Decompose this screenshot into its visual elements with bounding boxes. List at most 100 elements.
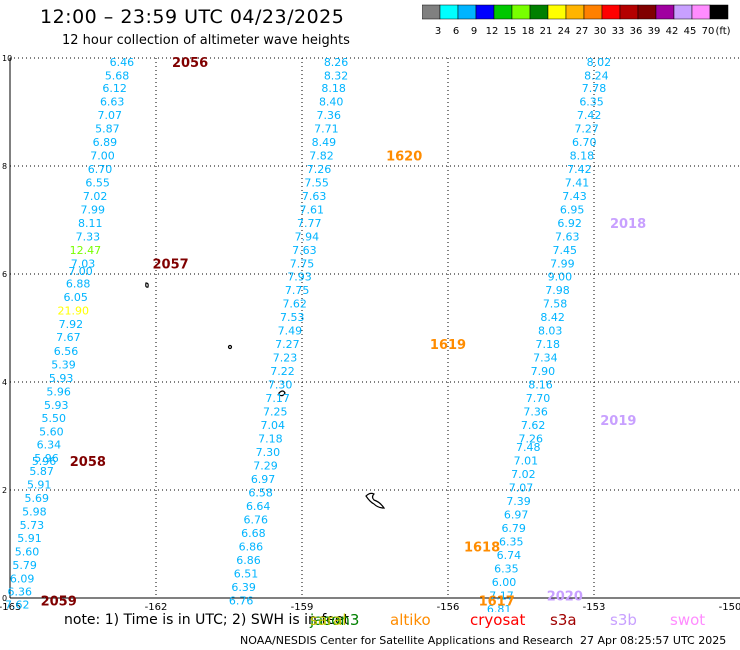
- color-scale-legend: 3 6 9 12 15 18 21 24 27 30 33 36 39 42 45 70 (ft): [421, 4, 734, 44]
- wave-height-label: 6.09: [10, 573, 35, 586]
- x-tick-label: -165: [0, 602, 21, 612]
- wave-height-label: 7.36: [523, 406, 548, 419]
- wave-height-label: 7.26: [518, 433, 543, 446]
- wave-height-label: 7.18: [536, 338, 561, 351]
- island-outline: [145, 282, 149, 288]
- wave-height-label: 5.93: [44, 399, 69, 412]
- wave-height-label: 6.79: [501, 522, 526, 535]
- wave-height-label: 7.29: [253, 460, 278, 473]
- wave-height-label: 5.73: [20, 519, 45, 532]
- wave-height-label: 7.04: [261, 419, 286, 432]
- color-scale-tick-label: 12: [486, 26, 499, 37]
- wave-height-label: 8.18: [570, 150, 595, 163]
- wave-height-label: 7.63: [555, 231, 580, 244]
- color-scale-tick-label: 42: [666, 26, 679, 37]
- coastline: [145, 282, 386, 509]
- color-scale-tick-label: 70: [702, 26, 715, 37]
- generated-timestamp: 27 Apr 08:25:57 UTC 2025: [580, 634, 727, 647]
- wave-height-label: 5.96: [32, 455, 57, 468]
- color-scale-tick-label: 36: [630, 26, 643, 37]
- x-tick-label: -162: [145, 602, 168, 612]
- altimeter-track: 8.028.247.786.357.427.276.708.187.427.41…: [487, 56, 612, 612]
- y-tick-label: 0: [2, 594, 7, 603]
- wave-height-label: 7.42: [567, 163, 592, 176]
- wave-height-label: 7.70: [526, 392, 551, 405]
- wave-height-label: 6.86: [236, 554, 261, 567]
- wave-height-label: 5.60: [39, 426, 64, 439]
- pass-time-label: 1619: [430, 338, 466, 353]
- wave-height-label: 7.26: [307, 163, 332, 176]
- wave-height-label: 7.77: [297, 217, 322, 230]
- pass-time-label: 1617: [479, 595, 515, 610]
- wave-height-label: 7.07: [509, 481, 534, 494]
- wave-height-label: 6.76: [229, 595, 254, 608]
- wave-height-label: 21.90: [58, 305, 90, 318]
- color-scale-tick-label: 45: [684, 26, 697, 37]
- pass-time-label: 1618: [464, 541, 500, 556]
- credit-text: NOAA/NESDIS Center for Satellite Applica…: [240, 634, 574, 647]
- wave-height-label: 5.87: [29, 465, 54, 478]
- wave-height-label: 7.00: [68, 265, 93, 278]
- wave-height-label: 6.81: [487, 603, 512, 612]
- wave-height-label: 8.40: [319, 96, 344, 109]
- wave-height-label: 7.67: [56, 331, 81, 344]
- wave-height-label: 7.17: [489, 589, 514, 602]
- x-tick-label: -150: [719, 602, 740, 612]
- wave-height-label: 5.79: [12, 559, 37, 572]
- y-tick-label: 8: [2, 162, 7, 171]
- wave-height-label: 8.11: [78, 217, 103, 230]
- wave-height-label: 6.51: [234, 568, 259, 581]
- wave-height-label: 8.49: [312, 136, 337, 149]
- wave-height-label: 7.41: [565, 177, 590, 190]
- wave-height-label: 8.02: [587, 56, 612, 69]
- wave-height-label: 7.42: [577, 109, 602, 122]
- wave-height-label: 7.55: [304, 177, 329, 190]
- wave-height-label: 6.92: [557, 217, 582, 230]
- wave-height-label: 7.63: [302, 190, 327, 203]
- y-tick-label: 6: [2, 270, 7, 279]
- wave-height-label: 5.68: [105, 69, 130, 82]
- island-outline: [227, 344, 233, 350]
- wave-height-label: 6.86: [239, 541, 264, 554]
- wave-height-label: 6.76: [244, 514, 269, 527]
- wave-height-label: 6.97: [251, 473, 276, 486]
- wave-height-label: 7.62: [282, 298, 307, 311]
- wave-height-label: 7.36: [317, 109, 342, 122]
- pass-time-label: 2057: [153, 258, 189, 273]
- wave-height-label: 6.36: [7, 586, 32, 599]
- wave-height-label: 5.96: [34, 452, 59, 465]
- wave-height-label: 6.70: [572, 136, 597, 149]
- color-scale-bar: 3 6 9 12 15 18 21 24 27 30 33 36 39 42 45 70 (ft): [421, 4, 731, 37]
- footnote: note: 1) Time is in UTC; 2) SWH is in fe…: [64, 612, 350, 628]
- wave-height-label: 7.61: [299, 204, 324, 217]
- legend-s3b: s3b: [610, 611, 637, 629]
- wave-height-label: 7.17: [265, 392, 290, 405]
- wave-height-label: 7.27: [574, 123, 599, 136]
- wave-height-label: 8.18: [321, 82, 346, 95]
- wave-height-label: 6.46: [110, 56, 135, 69]
- wave-height-label: 7.93: [287, 271, 312, 284]
- legend-saral: saral: [310, 611, 347, 629]
- wave-height-label: 7.82: [309, 150, 334, 163]
- wave-height-label: 5.91: [27, 479, 52, 492]
- wave-height-label: 7.75: [285, 284, 310, 297]
- pass-time-label: 2058: [70, 455, 106, 470]
- color-scale-tick-label: 18: [522, 26, 535, 37]
- wave-height-label: 6.00: [492, 576, 517, 589]
- wave-height-label: 6.68: [241, 527, 266, 540]
- wave-height-label: 6.35: [579, 96, 604, 109]
- wave-height-label: 8.16: [528, 379, 553, 392]
- wave-height-label: 7.71: [314, 123, 339, 136]
- wave-height-label: 7.90: [531, 365, 556, 378]
- x-tick-label: -153: [583, 602, 606, 612]
- wave-height-label: 8.03: [538, 325, 563, 338]
- wave-height-label: 7.00: [90, 150, 115, 163]
- color-scale-tick-label: 15: [504, 26, 517, 37]
- wave-height-label: 7.99: [80, 204, 105, 217]
- legend-cryosat: cryosat: [470, 611, 526, 629]
- wave-height-label: 6.58: [248, 487, 273, 500]
- y-tick-label: 10: [2, 54, 12, 63]
- wave-height-label: 7.62: [5, 598, 30, 611]
- color-scale-tick-label: 27: [576, 26, 589, 37]
